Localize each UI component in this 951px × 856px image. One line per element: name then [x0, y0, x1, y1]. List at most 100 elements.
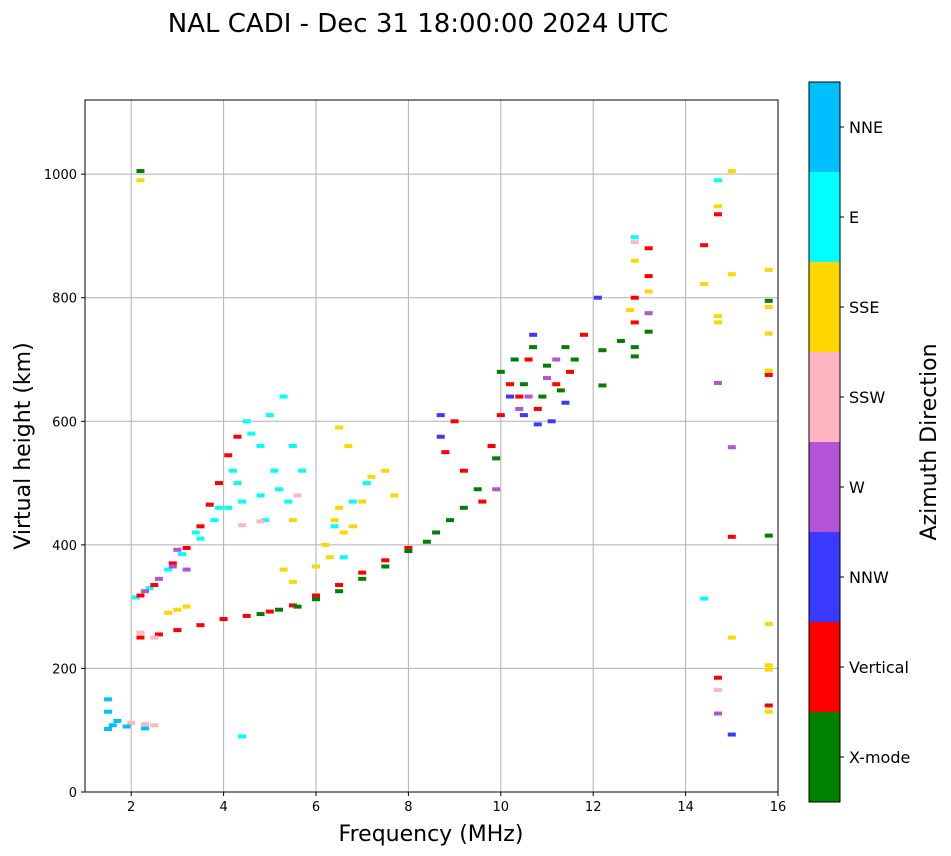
data-point	[279, 394, 288, 399]
data-point	[644, 289, 653, 294]
data-point	[529, 345, 538, 350]
data-point	[330, 524, 339, 529]
data-point	[150, 723, 159, 728]
data-point	[515, 394, 524, 399]
data-point	[224, 505, 233, 510]
gridlines	[85, 100, 779, 793]
data-point	[233, 434, 242, 439]
data-point	[459, 468, 468, 473]
colorbar-label: Vertical	[849, 658, 909, 677]
data-point	[543, 363, 551, 368]
data-point	[713, 320, 722, 325]
data-point	[506, 394, 515, 399]
data-point	[122, 724, 131, 729]
data-point	[487, 444, 496, 448]
data-point	[136, 169, 145, 174]
data-point	[764, 621, 773, 626]
data-point	[108, 723, 117, 728]
data-point	[233, 481, 242, 486]
data-point	[552, 357, 561, 362]
trace-group	[136, 434, 242, 598]
data-point	[214, 505, 223, 510]
data-point	[626, 308, 635, 313]
x-axis-ticks: 2 4 6 8 10 12 14 16	[127, 792, 786, 815]
data-point	[210, 518, 219, 523]
data-point	[348, 524, 357, 529]
plot-area: 2 4 6 8 10 12 14 16 0 200 400 600 800 1000	[44, 99, 786, 815]
data-point	[113, 718, 122, 723]
data-point	[256, 612, 265, 617]
data-point	[381, 558, 390, 563]
x-axis-label: Frequency (MHz)	[339, 822, 524, 847]
colorbar: X-mode Vertical NNW W SSW SSE E NNE	[808, 81, 910, 803]
colorbar-segment	[809, 82, 840, 172]
data-point	[422, 539, 431, 544]
data-point	[127, 720, 136, 725]
x-tick-label: 4	[219, 800, 227, 815]
data-point	[519, 413, 528, 418]
data-point	[321, 542, 330, 547]
colorbar-segment	[809, 352, 840, 442]
data-point	[381, 468, 390, 473]
data-point	[293, 493, 302, 498]
data-point	[593, 295, 602, 300]
data-point	[173, 547, 182, 552]
trace-group	[136, 169, 773, 538]
data-point	[630, 258, 639, 263]
data-point	[325, 555, 334, 560]
data-point	[381, 564, 390, 569]
data-point	[630, 235, 639, 240]
y-axis-label: Virtual height (km)	[11, 342, 36, 549]
data-point	[164, 610, 173, 615]
data-point	[104, 709, 113, 714]
data-marks	[104, 169, 773, 739]
data-point	[339, 555, 348, 560]
data-point	[764, 533, 773, 538]
data-point	[713, 675, 722, 680]
data-point	[496, 413, 505, 418]
data-point	[644, 246, 653, 251]
data-point	[727, 169, 736, 174]
data-point	[492, 456, 501, 461]
data-point	[312, 564, 320, 569]
colorbar-frame	[808, 81, 841, 803]
data-point	[196, 623, 205, 628]
data-point	[288, 579, 297, 584]
data-point	[644, 329, 653, 334]
data-point	[630, 345, 639, 350]
data-point	[335, 425, 344, 430]
data-point	[228, 468, 237, 473]
colorbar-label: NNE	[849, 118, 883, 137]
data-point	[598, 383, 607, 388]
data-point	[644, 311, 653, 316]
colorbar-title: Azimuth Direction	[917, 343, 942, 540]
trace-group	[630, 240, 722, 693]
colorbar-label: E	[849, 208, 859, 227]
data-point	[182, 604, 191, 609]
data-point	[335, 589, 344, 594]
trace-group	[238, 178, 722, 739]
trace-group	[127, 493, 302, 728]
data-point	[478, 499, 487, 504]
trace-group	[492, 345, 579, 461]
trace-group	[256, 487, 482, 617]
data-point	[727, 445, 736, 450]
data-point	[561, 400, 570, 405]
data-point	[154, 632, 163, 637]
data-point	[173, 628, 182, 633]
data-point	[764, 667, 773, 672]
y-tick-label: 200	[52, 662, 77, 677]
data-point	[450, 419, 459, 424]
data-point	[459, 505, 468, 510]
trace-group	[191, 394, 371, 560]
trace-group	[131, 487, 284, 600]
colorbar-segment	[809, 532, 840, 622]
data-point	[524, 394, 533, 399]
data-point	[644, 274, 653, 279]
data-point	[700, 243, 709, 248]
data-point	[404, 545, 413, 550]
data-point	[570, 357, 579, 362]
data-point	[335, 583, 344, 588]
data-point	[168, 561, 177, 566]
data-point	[141, 589, 150, 594]
